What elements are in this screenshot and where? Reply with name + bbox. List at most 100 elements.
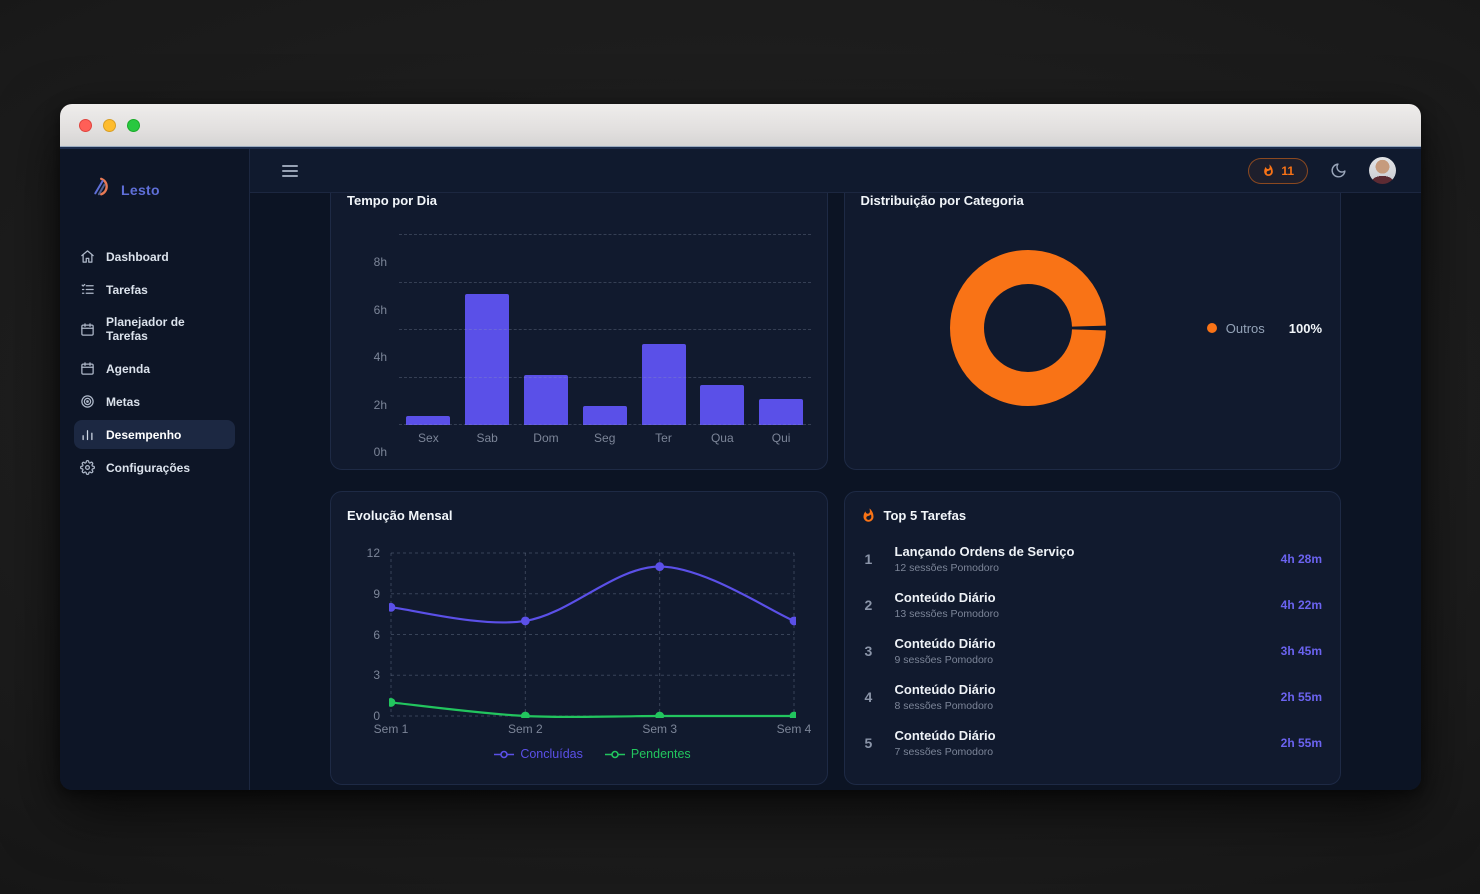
line-chart-x-axis: Sem 1 Sem 2 Sem 3 Sem 4: [374, 722, 812, 738]
bar-chart-icon: [80, 427, 95, 442]
user-avatar[interactable]: [1369, 157, 1396, 184]
legend-label: Concluídas: [520, 747, 583, 761]
bar-chart-plot: [399, 234, 811, 425]
home-icon: [80, 249, 95, 264]
task-rank: 4: [864, 689, 873, 705]
sidebar-item-dashboard[interactable]: Dashboard: [74, 242, 235, 271]
x-tick-label: Sem 4: [776, 722, 812, 736]
streak-badge[interactable]: 11: [1248, 157, 1308, 184]
moon-icon[interactable]: [1330, 162, 1347, 179]
task-time: 2h 55m: [1280, 690, 1322, 704]
line-chart-y-axis: 0 3 6 9 12: [347, 546, 389, 723]
sidebar-item-agenda[interactable]: Agenda: [74, 354, 235, 383]
bar-sex: [406, 415, 451, 425]
y-tick-label: 0: [373, 709, 380, 723]
lesto-logo-icon: [92, 177, 114, 202]
y-tick-label: 3: [373, 668, 380, 683]
line-chart: 0 3 6 9 12: [347, 546, 811, 723]
flame-icon: [861, 508, 876, 523]
hamburger-icon[interactable]: [282, 164, 298, 177]
sidebar-item-tarefas[interactable]: Tarefas: [74, 275, 235, 304]
task-title: Conteúdo Diário: [894, 728, 996, 743]
donut-ring: [943, 243, 1113, 413]
x-tick-label: Qui: [771, 431, 791, 445]
sidebar-item-label: Tarefas: [106, 282, 148, 297]
main-area: 11 Tempo por Dia 0h 2: [250, 149, 1421, 790]
sidebar-item-label: Dashboard: [106, 249, 169, 264]
top5-row: 4 Conteúdo Diário 8 sessões Pomodoro 2h …: [861, 674, 1325, 720]
y-tick-label: 6h: [373, 302, 387, 317]
bar-sab: [465, 294, 510, 425]
y-tick-label: 2h: [373, 397, 387, 412]
sidebar-nav: Dashboard Tarefas Planejador de Tarefas …: [74, 242, 235, 482]
x-tick-label: Sab: [476, 431, 498, 445]
topbar: 11: [250, 149, 1421, 193]
minimize-button[interactable]: [103, 118, 116, 132]
card-title: Tempo por Dia: [347, 193, 438, 208]
top5-list: 1 Lançando Ordens de Serviço 12 sessões …: [861, 536, 1325, 766]
bar-chart: 0h 2h 4h 6h 8h: [347, 234, 811, 459]
sidebar-item-label: Metas: [106, 394, 141, 409]
task-title: Conteúdo Diário: [894, 682, 996, 697]
card-top5-tarefas: Top 5 Tarefas 1 Lançando Ordens de Servi…: [843, 491, 1341, 785]
task-sessions: 9 sessões Pomodoro: [894, 654, 994, 666]
top5-row: 5 Conteúdo Diário 7 sessões Pomodoro 2h …: [861, 720, 1325, 766]
task-sessions: 13 sessões Pomodoro: [894, 608, 999, 620]
top5-row: 1 Lançando Ordens de Serviço 12 sessões …: [861, 536, 1325, 582]
dashboard-content: Tempo por Dia 0h 2h 4h 6h 8h Sex Sab Dom Seg Ter…: [250, 193, 1421, 790]
sidebar-item-label: Configurações: [106, 460, 191, 475]
sidebar-item-configuracoes[interactable]: Configurações: [74, 453, 235, 482]
target-icon: [80, 394, 95, 409]
legend-label: Outros: [1225, 320, 1265, 336]
task-sessions: 12 sessões Pomodoro: [894, 562, 999, 574]
donut-legend-item[interactable]: Outros 100%: [1206, 320, 1322, 336]
task-title: Lançando Ordens de Serviço: [894, 544, 1075, 559]
streak-count: 11: [1281, 163, 1294, 178]
bar-qua: [700, 384, 745, 425]
task-time: 2h 55m: [1280, 736, 1322, 750]
task-rank: 5: [864, 735, 873, 751]
card-title: Top 5 Tarefas: [883, 508, 967, 523]
line-chart-plot: [386, 547, 799, 721]
close-button[interactable]: [79, 118, 92, 132]
y-tick-label: 0h: [373, 445, 387, 459]
maximize-button[interactable]: [127, 118, 140, 132]
x-tick-label: Sem 3: [642, 722, 677, 736]
line-chart-legend: Concluídas Pendentes: [389, 747, 796, 761]
y-tick-label: 9: [373, 586, 380, 601]
sidebar-item-metas[interactable]: Metas: [74, 387, 235, 416]
task-rank: 3: [864, 643, 873, 659]
calendar-icon: [80, 361, 95, 376]
donut-chart: Outros 100%: [861, 214, 1325, 442]
app-logo[interactable]: Lesto: [74, 177, 235, 202]
task-rank: 1: [864, 551, 873, 567]
legend-item-pendentes[interactable]: Pendentes: [604, 747, 691, 761]
bar-dom: [523, 375, 568, 425]
task-time: 3h 45m: [1280, 644, 1322, 658]
legend-marker: [494, 750, 515, 758]
x-tick-label: Sem 2: [507, 722, 543, 736]
app-window: Lesto Dashboard Tarefas Planejador de Ta…: [60, 104, 1421, 790]
sidebar-item-label: Desempenho: [106, 427, 182, 442]
app-body: Lesto Dashboard Tarefas Planejador de Ta…: [60, 147, 1421, 790]
y-tick-label: 8h: [373, 255, 387, 269]
bar-ter: [641, 344, 686, 425]
sidebar-item-desempenho[interactable]: Desempenho: [74, 420, 235, 449]
calendar-icon: [80, 322, 95, 337]
gear-icon: [80, 460, 95, 475]
x-tick-label: Seg: [594, 431, 616, 445]
flame-icon: [1262, 164, 1275, 177]
bar-qui: [759, 398, 804, 425]
y-tick-label: 6: [373, 627, 380, 642]
task-title: Conteúdo Diário: [894, 636, 996, 651]
sidebar-item-label: Planejador de Tarefas: [106, 315, 185, 343]
x-tick-label: Sex: [418, 431, 439, 445]
top5-row: 2 Conteúdo Diário 13 sessões Pomodoro 4h…: [861, 582, 1325, 628]
bar-chart-x-axis: Sex Sab Dom Seg Ter Qua Qui: [399, 431, 811, 445]
traffic-lights: [79, 118, 140, 132]
x-tick-label: Sem 1: [373, 722, 409, 736]
legend-marker: [604, 750, 625, 758]
sidebar-item-planejador-de-tarefas[interactable]: Planejador de Tarefas: [74, 308, 235, 350]
task-time: 4h 22m: [1280, 598, 1322, 612]
legend-item-concluidas[interactable]: Concluídas: [494, 747, 583, 761]
